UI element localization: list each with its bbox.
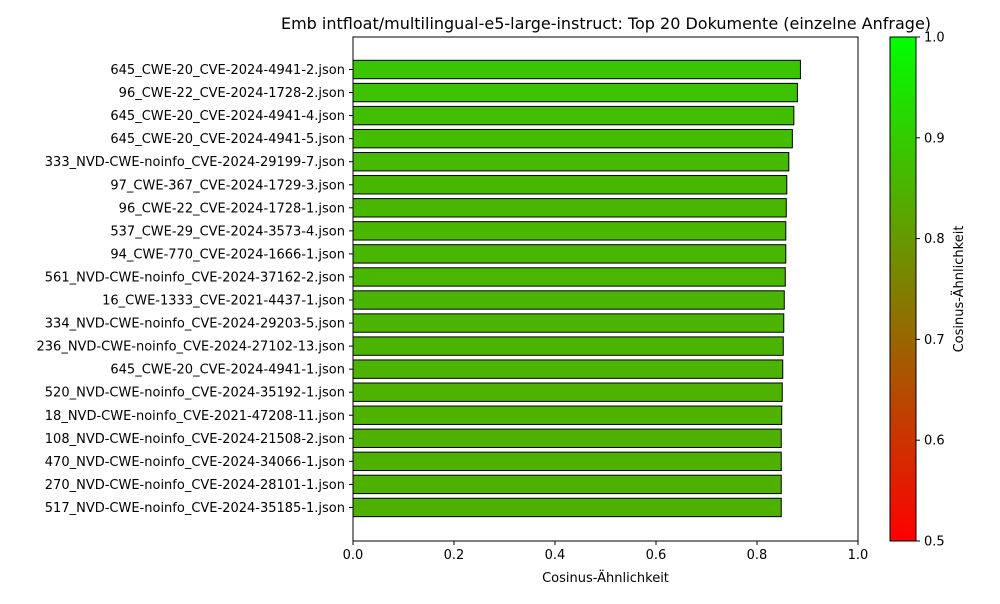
colorbar-label: Cosinus-Ähnlichkeit [951, 226, 967, 353]
bar-17 [352, 428, 782, 449]
y-tick-label: 517_NVD-CWE-noinfo_CVE-2024-35185-1.json [45, 501, 345, 516]
colorbar-tick-label: 0.9 [924, 131, 945, 146]
y-tick-label: 645_CWE-20_CVE-2024-4941-1.json [110, 363, 345, 378]
bar-16 [352, 405, 783, 425]
bar-1 [352, 59, 801, 80]
bar-5 [352, 152, 790, 172]
bar-4 [352, 128, 793, 149]
bar-13 [352, 336, 784, 356]
y-tick-labels: 645_CWE-20_CVE-2024-4941-2.json 96_CWE-22… [37, 63, 353, 516]
y-tick-label: 333_NVD-CWE-noinfo_CVE-2024-29199-7.json [45, 155, 345, 170]
y-tick-label: 645_CWE-20_CVE-2024-4941-5.json [110, 132, 345, 147]
bars-layer [352, 59, 801, 518]
y-tick-label: 470_NVD-CWE-noinfo_CVE-2024-34066-1.json [45, 455, 345, 470]
bar-18 [352, 451, 782, 472]
colorbar-tick-label: 0.7 [924, 333, 945, 348]
bar-3 [352, 105, 795, 126]
y-tick-label: 108_NVD-CWE-noinfo_CVE-2024-21508-2.json [45, 432, 345, 447]
bar-14 [352, 359, 784, 379]
colorbar-tick-label: 1.0 [924, 31, 945, 46]
y-tick-label: 18_NVD-CWE-noinfo_CVE-2021-47208-11.json [45, 409, 345, 424]
y-tick-label: 96_CWE-22_CVE-2024-1728-2.json [119, 86, 345, 101]
bar-9 [352, 244, 787, 264]
y-tick-label: 94_CWE-770_CVE-2024-1666-1.json [110, 247, 345, 262]
x-tick-label: 0.0 [343, 548, 364, 563]
bar-8 [352, 221, 787, 241]
bar-7 [352, 198, 787, 218]
colorbar-tick-label: 0.6 [924, 434, 945, 449]
y-tick-label: 16_CWE-1333_CVE-2021-4437-1.json [102, 294, 345, 309]
y-tick-label: 97_CWE-367_CVE-2024-1729-3.json [110, 178, 345, 193]
y-tick-label: 645_CWE-20_CVE-2024-4941-2.json [110, 63, 345, 78]
x-axis: 0.0 0.2 0.4 0.6 0.8 1.0 [343, 541, 869, 563]
colorbar: 0.5 0.6 0.7 0.8 0.9 1.0 [889, 31, 945, 550]
bar-20 [352, 497, 782, 518]
x-tick-label: 0.8 [747, 548, 768, 563]
colorbar-tick-label: 0.5 [924, 535, 945, 550]
y-tick-label: 561_NVD-CWE-noinfo_CVE-2024-37162-2.json [45, 270, 345, 285]
bar-10 [352, 267, 786, 287]
y-tick-label: 537_CWE-29_CVE-2024-3573-4.json [110, 224, 345, 239]
y-tick-label: 270_NVD-CWE-noinfo_CVE-2024-28101-1.json [45, 478, 345, 493]
colorbar-gradient [889, 36, 917, 542]
x-tick-label: 0.4 [545, 548, 566, 563]
x-axis-label: Cosinus-Ähnlichkeit [542, 570, 669, 586]
plot-frame [352, 36, 859, 542]
y-tick-label: 645_CWE-20_CVE-2024-4941-4.json [110, 109, 345, 124]
x-tick-label: 0.6 [646, 548, 667, 563]
bar-11 [352, 290, 785, 310]
bar-19 [352, 474, 782, 495]
chart-title: Emb intfloat/multilingual-e5-large-instr… [281, 14, 931, 33]
y-tick-label: 520_NVD-CWE-noinfo_CVE-2024-35192-1.json [45, 386, 345, 401]
y-tick-label: 334_NVD-CWE-noinfo_CVE-2024-29203-5.json [45, 317, 345, 332]
bar-15 [352, 382, 783, 402]
bar-12 [352, 313, 785, 333]
bar-6 [352, 175, 788, 195]
bar-2 [352, 82, 798, 103]
x-tick-label: 1.0 [848, 548, 869, 563]
y-tick-label: 236_NVD-CWE-noinfo_CVE-2024-27102-13.jso… [37, 340, 346, 355]
colorbar-tick-label: 0.8 [924, 232, 945, 247]
y-tick-label: 96_CWE-22_CVE-2024-1728-1.json [119, 201, 345, 216]
x-tick-label: 0.2 [444, 548, 465, 563]
